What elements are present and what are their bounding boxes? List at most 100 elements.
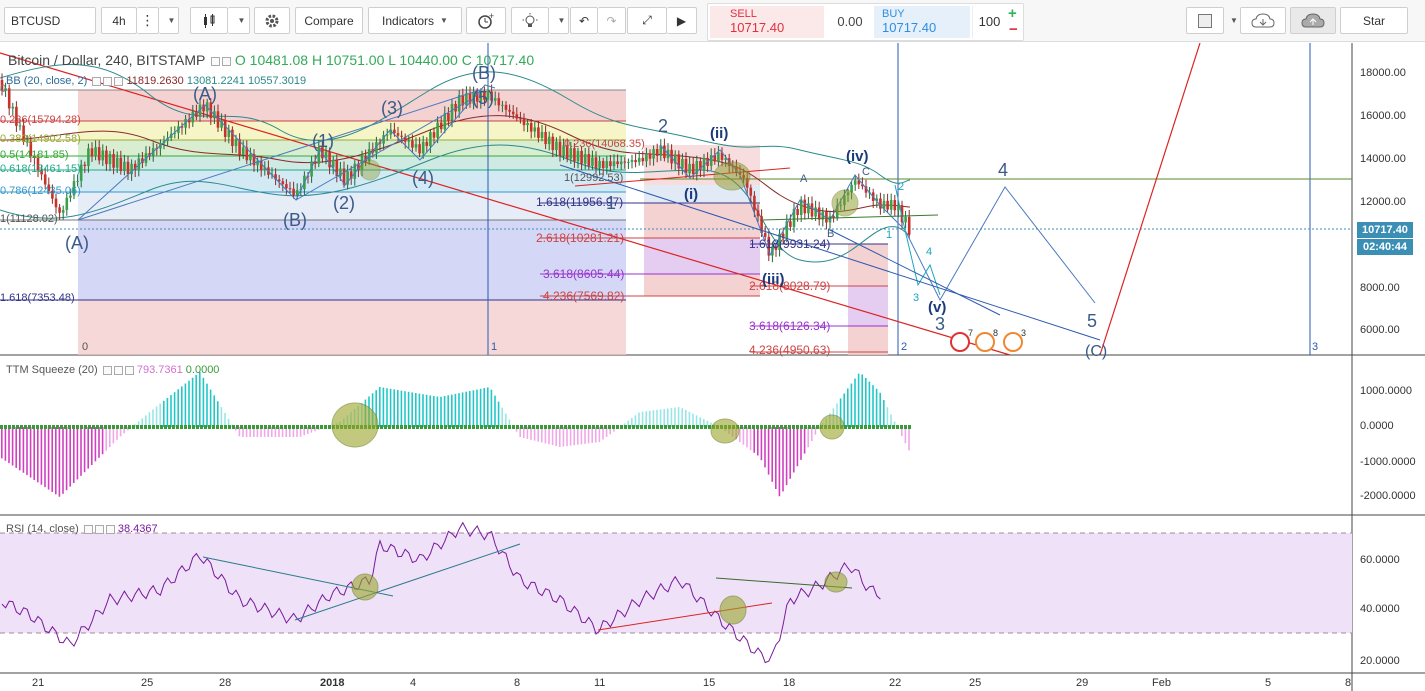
settings-icon[interactable] [103,76,113,86]
ttm-ellipse[interactable] [710,418,740,444]
chart-canvas[interactable] [0,43,1425,691]
symbol-search-box[interactable]: BTCUSD [4,7,96,34]
candle-body [605,161,609,169]
ttm-bar [19,427,21,471]
redo-icon[interactable]: ↷ [598,7,626,34]
red-line-small[interactable] [574,167,791,187]
highlight-ellipse[interactable] [359,159,381,181]
quantity-input[interactable]: 100 [972,6,1006,38]
more-menu-icon[interactable]: ⋮ [137,7,159,34]
ttm-bar [526,427,529,439]
ttm-bar [116,427,118,440]
candle-body [36,157,40,171]
quantity-increase-button[interactable]: + [1008,5,1017,22]
ttm-bar [641,411,644,427]
star-button[interactable]: Star [1340,7,1408,34]
ttm-bar [742,427,745,445]
candle-body [0,80,4,91]
settings-icon[interactable] [113,365,123,375]
ohlc-close: C 10717.40 [461,52,535,68]
highlight-ellipse[interactable] [831,189,859,217]
bb-legend: BB (20, close, 2) 11819.2630 13081.2241 … [6,75,306,87]
ttm-bar [1,427,3,459]
replay-play-icon[interactable]: ▶ [667,7,697,34]
close-icon[interactable] [124,365,134,375]
eye-icon[interactable] [102,365,112,375]
candle-body [288,188,292,190]
rsi-ellipse[interactable] [824,571,848,593]
indicators-label: Indicators [382,13,435,28]
rsi-ellipse[interactable] [351,573,379,601]
gear-icon[interactable] [254,7,290,34]
cyan-wave-lines[interactable] [894,184,941,296]
candle-body [529,123,533,132]
fib-retracement-left[interactable] [0,89,626,355]
ttm-bar [569,427,572,446]
indicators-button[interactable]: Indicators ▼ [368,7,462,34]
undo-icon[interactable]: ↶ [570,7,598,34]
eye-icon[interactable] [211,56,221,66]
ttm-bar [865,378,867,427]
candle-body [558,141,562,156]
ttm-bar [775,427,777,489]
buy-price: 10717.40 [882,20,937,35]
ttm-bar [645,411,647,427]
candle-body [360,156,364,171]
cloud-load-icon[interactable] [1240,7,1286,34]
candle-body [443,113,447,130]
green-line[interactable] [759,214,939,221]
buy-button[interactable]: BUY 10717.40 [874,6,970,38]
compare-button[interactable]: Compare [295,7,363,34]
candle-body [648,153,652,159]
rsi-ellipse[interactable] [719,595,747,625]
candle-body [65,197,69,211]
ttm-ellipse[interactable] [331,402,379,448]
fib-mid-label: 0.236(14068.35) [564,138,645,150]
chart-type-dropdown-icon[interactable]: ▼ [228,7,250,34]
settings-icon[interactable] [94,524,104,534]
ttm-bar [598,427,601,443]
ttm-bar [33,427,35,480]
red-projection-line[interactable] [1099,43,1201,356]
elliott-wave-lines[interactable] [77,84,1096,304]
fullscreen-icon[interactable]: ⤢ [627,7,667,34]
candle-body [569,148,573,159]
candle-body [645,153,648,162]
bulb-icon[interactable] [511,7,549,34]
red-trendline[interactable] [0,52,1011,356]
candle-body [227,129,231,137]
timeframe-button[interactable]: 4h [101,7,137,34]
layout-square-icon[interactable] [1186,7,1224,34]
close-icon[interactable] [105,524,115,534]
ttm-bar [803,427,806,454]
ttm-bar [73,427,75,483]
ttm-bar [461,392,464,427]
candle-body [655,149,659,156]
bb-lower: 10557.3019 [248,75,307,87]
layout-dropdown-icon[interactable]: ▼ [1230,16,1238,25]
ttm-tick: 0.0000 [1360,420,1394,432]
sell-button[interactable]: SELL 10717.40 [710,6,824,38]
timeframe-dropdown-icon[interactable]: ▼ [159,7,179,34]
ttm-ellipse[interactable] [819,414,845,440]
quantity-decrease-button[interactable]: − [1009,21,1018,38]
close-icon[interactable] [114,76,124,86]
highlight-ellipse[interactable] [713,161,751,191]
blue-channel-lines[interactable] [559,164,1101,341]
settings-icon[interactable] [222,56,232,66]
candles-icon[interactable] [190,7,228,34]
bulb-dropdown-icon[interactable]: ▼ [549,7,569,34]
candle-body [641,157,645,162]
candle-body [609,161,612,167]
ohlc-low: L 10440.00 [388,52,458,68]
candle-body [313,161,317,164]
eye-icon[interactable] [92,76,102,86]
candle-body [238,139,241,155]
cloud-save-icon[interactable] [1290,7,1336,34]
eye-icon[interactable] [83,524,93,534]
alert-clock-icon[interactable]: + [466,7,506,34]
ttm-bar [595,427,597,443]
ttm-bar [389,388,392,427]
event-flag-icons[interactable] [950,332,1023,352]
candle-body [220,120,223,128]
